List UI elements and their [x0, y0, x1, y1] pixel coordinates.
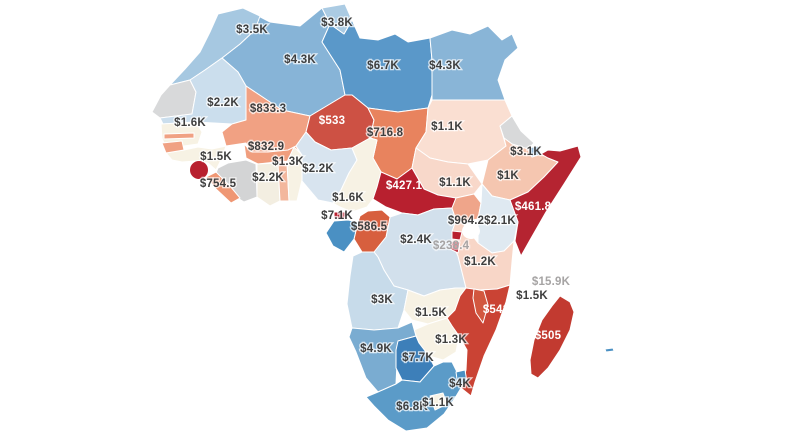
- region-guinea[interactable]: [165, 145, 227, 171]
- region-malawi[interactable]: [472, 288, 489, 324]
- region-eswatini[interactable]: [455, 369, 468, 387]
- region-somalia[interactable]: [509, 145, 582, 257]
- lake-victoria: [462, 223, 480, 239]
- region-burundi[interactable]: [449, 240, 461, 254]
- region-rwanda[interactable]: [451, 230, 463, 241]
- region-uganda[interactable]: [451, 193, 482, 223]
- region-lesotho[interactable]: [429, 392, 448, 411]
- region-cameroon[interactable]: [332, 137, 382, 213]
- region-gabon[interactable]: [325, 219, 359, 253]
- region-south-africa[interactable]: [365, 361, 462, 432]
- region-sierra-leone[interactable]: [189, 160, 209, 180]
- country-regions: [151, 3, 615, 432]
- region-gambia[interactable]: [163, 132, 195, 140]
- region-egypt[interactable]: [429, 25, 519, 103]
- region-equatorial-guinea[interactable]: [333, 211, 347, 220]
- region-tunisia[interactable]: [321, 3, 353, 35]
- value-label-seychelles: $15.9K: [532, 276, 571, 288]
- region-madagascar[interactable]: [529, 295, 575, 379]
- region-mauritius[interactable]: [604, 347, 615, 353]
- region-western-sahara[interactable]: [151, 79, 197, 119]
- region-djibouti[interactable]: [528, 145, 542, 158]
- region-mozambique[interactable]: [446, 284, 511, 397]
- region-guinea-bissau[interactable]: [161, 140, 185, 154]
- value-label-comoros: $1.5K: [516, 290, 548, 302]
- region-ghana[interactable]: [256, 162, 281, 207]
- region-liberia[interactable]: [205, 171, 241, 204]
